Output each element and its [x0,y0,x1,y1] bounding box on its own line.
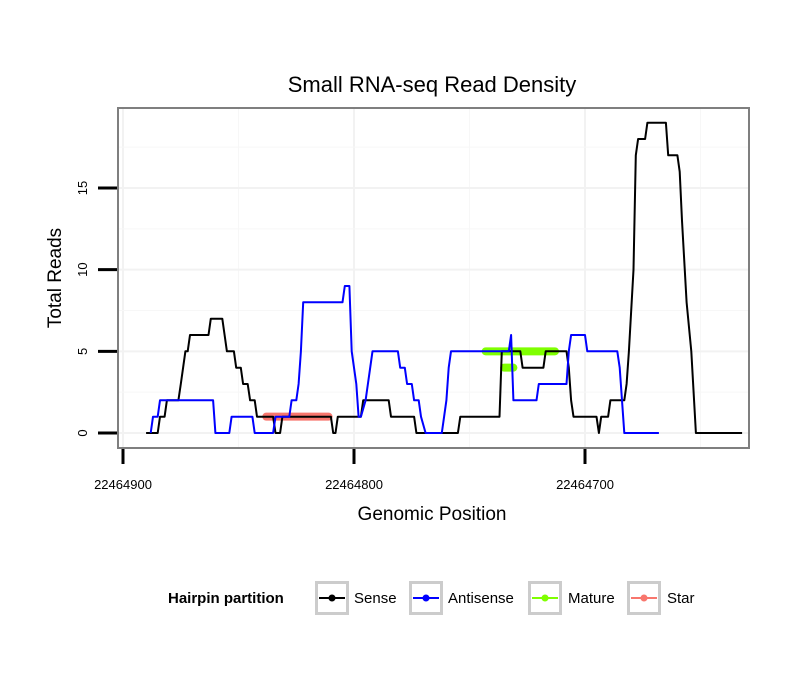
legend-label-star: Star [667,590,695,607]
y-axis-label: Total Reads [45,228,66,328]
x-tick-label: 22464800 [325,477,383,492]
y-tick-label: 15 [75,181,90,195]
legend-key-point [328,594,336,602]
legend-label-sense: Sense [354,590,397,607]
x-axis: 22464900 22464800 22464700 [94,449,614,492]
legend-label-antisense: Antisense [448,590,514,607]
series-lines [146,121,743,434]
y-tick-label: 5 [75,348,90,355]
plot-background [118,108,749,448]
grid [118,108,749,448]
series-line-sense [146,121,743,434]
y-tick-label: 10 [75,262,90,276]
x-axis-label: Genomic Position [358,504,507,525]
x-tick-label: 22464700 [556,477,614,492]
x-tick-label: 22464900 [94,477,152,492]
plot-border [117,107,750,449]
y-axis: 0 5 10 15 [75,181,117,437]
legend-key-point [541,594,549,602]
legend-label-mature: Mature [568,590,615,607]
series-line-antisense [149,285,659,434]
legend-key-point [422,594,430,602]
chart-title: Small RNA-seq Read Density [288,72,577,97]
y-tick-label: 0 [75,429,90,436]
legend-title: Hairpin partition [168,590,284,607]
legend-key-point [640,594,648,602]
legend: Hairpin partition Sense Antisense Mature St… [168,581,695,615]
